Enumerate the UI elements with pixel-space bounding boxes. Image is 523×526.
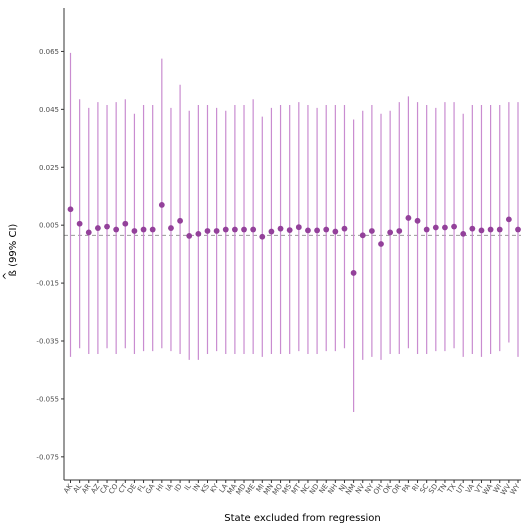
x-tick-label: AL <box>72 482 84 494</box>
point-in <box>195 230 202 237</box>
point-sd <box>432 224 439 231</box>
y-tick-label: -0.035 <box>36 338 59 346</box>
point-wv <box>505 216 512 223</box>
y-tick-label: 0.065 <box>39 48 59 56</box>
point-pa <box>405 215 412 221</box>
point-nj <box>341 225 348 232</box>
point-wy <box>515 226 521 233</box>
point-la <box>222 226 229 233</box>
x-tick-label: LA <box>218 482 230 494</box>
point-nh <box>332 228 339 235</box>
point-wi <box>496 226 503 233</box>
point-or <box>396 228 403 234</box>
x-tick-label: MI <box>255 483 266 494</box>
point-ca <box>104 223 110 230</box>
x-tick-label: PA <box>401 482 413 494</box>
point-nm <box>350 270 357 276</box>
x-tick-label: ID <box>173 483 184 494</box>
y-axis-ticks: 0.065 0.045 0.025 0.005 -0.015 -0.035 -0.055 -0… <box>36 48 64 461</box>
point-ct <box>122 220 129 227</box>
y-tick-label: -0.015 <box>36 280 59 288</box>
x-tick-label: IL <box>183 482 193 492</box>
point-oh <box>378 241 384 247</box>
point-mi <box>259 233 266 240</box>
point-ri <box>414 217 421 224</box>
x-tick-label: HI <box>155 483 166 494</box>
point-nd <box>314 227 320 234</box>
point-tx <box>451 223 457 230</box>
point-me <box>250 226 257 233</box>
point-tn <box>442 224 448 231</box>
point-hi <box>158 202 165 208</box>
point-de <box>131 228 138 234</box>
x-tick-label: WY <box>509 482 522 496</box>
point-wa <box>487 226 494 233</box>
point-ny <box>368 228 375 234</box>
x-tick-label: IA <box>164 482 175 492</box>
x-tick-label: KY <box>209 482 221 494</box>
y-tick-label: 0.025 <box>39 164 59 172</box>
point-ia <box>168 225 174 231</box>
point-fl <box>140 226 147 233</box>
point-va <box>469 225 476 232</box>
y-tick-label: -0.075 <box>36 453 59 461</box>
point-ky <box>213 228 220 234</box>
point-nv <box>359 232 366 239</box>
x-tick-label: VA <box>464 482 476 494</box>
point-ks <box>204 228 211 234</box>
point-md <box>241 226 247 233</box>
x-tick-label: SC <box>418 482 430 494</box>
point-id <box>177 217 183 224</box>
point-ga <box>149 226 156 233</box>
plot-area <box>64 52 521 412</box>
point-mn <box>268 228 275 235</box>
point-al <box>76 220 83 227</box>
y-tick-label: 0.045 <box>39 106 59 114</box>
point-ms <box>286 227 293 234</box>
point-mt <box>295 224 302 231</box>
x-tick-label: FL <box>136 482 147 493</box>
point-mo <box>277 225 284 232</box>
x-axis-title: State excluded from regression <box>224 513 381 524</box>
y-axis-title: ß (99% CI) <box>8 224 19 277</box>
point-co <box>113 226 120 233</box>
point-il <box>186 232 193 239</box>
y-axis-title-hat: ^ <box>2 272 13 280</box>
x-tick-label: NJ <box>337 483 348 494</box>
point-ak <box>67 206 74 213</box>
point-sc <box>423 226 430 233</box>
point-ma <box>231 226 238 233</box>
point-az <box>94 225 101 231</box>
point-ok <box>387 229 394 236</box>
point-ne <box>323 226 330 233</box>
point-ut <box>460 230 467 237</box>
y-tick-label: 0.005 <box>39 222 59 230</box>
x-tick-label: WI <box>492 483 504 495</box>
point-ar <box>85 229 92 236</box>
x-tick-label: IN <box>191 483 202 494</box>
y-tick-label: -0.055 <box>36 395 59 403</box>
x-tick-label: RI <box>411 483 422 493</box>
point-vt <box>478 227 485 234</box>
point-nc <box>305 227 311 234</box>
